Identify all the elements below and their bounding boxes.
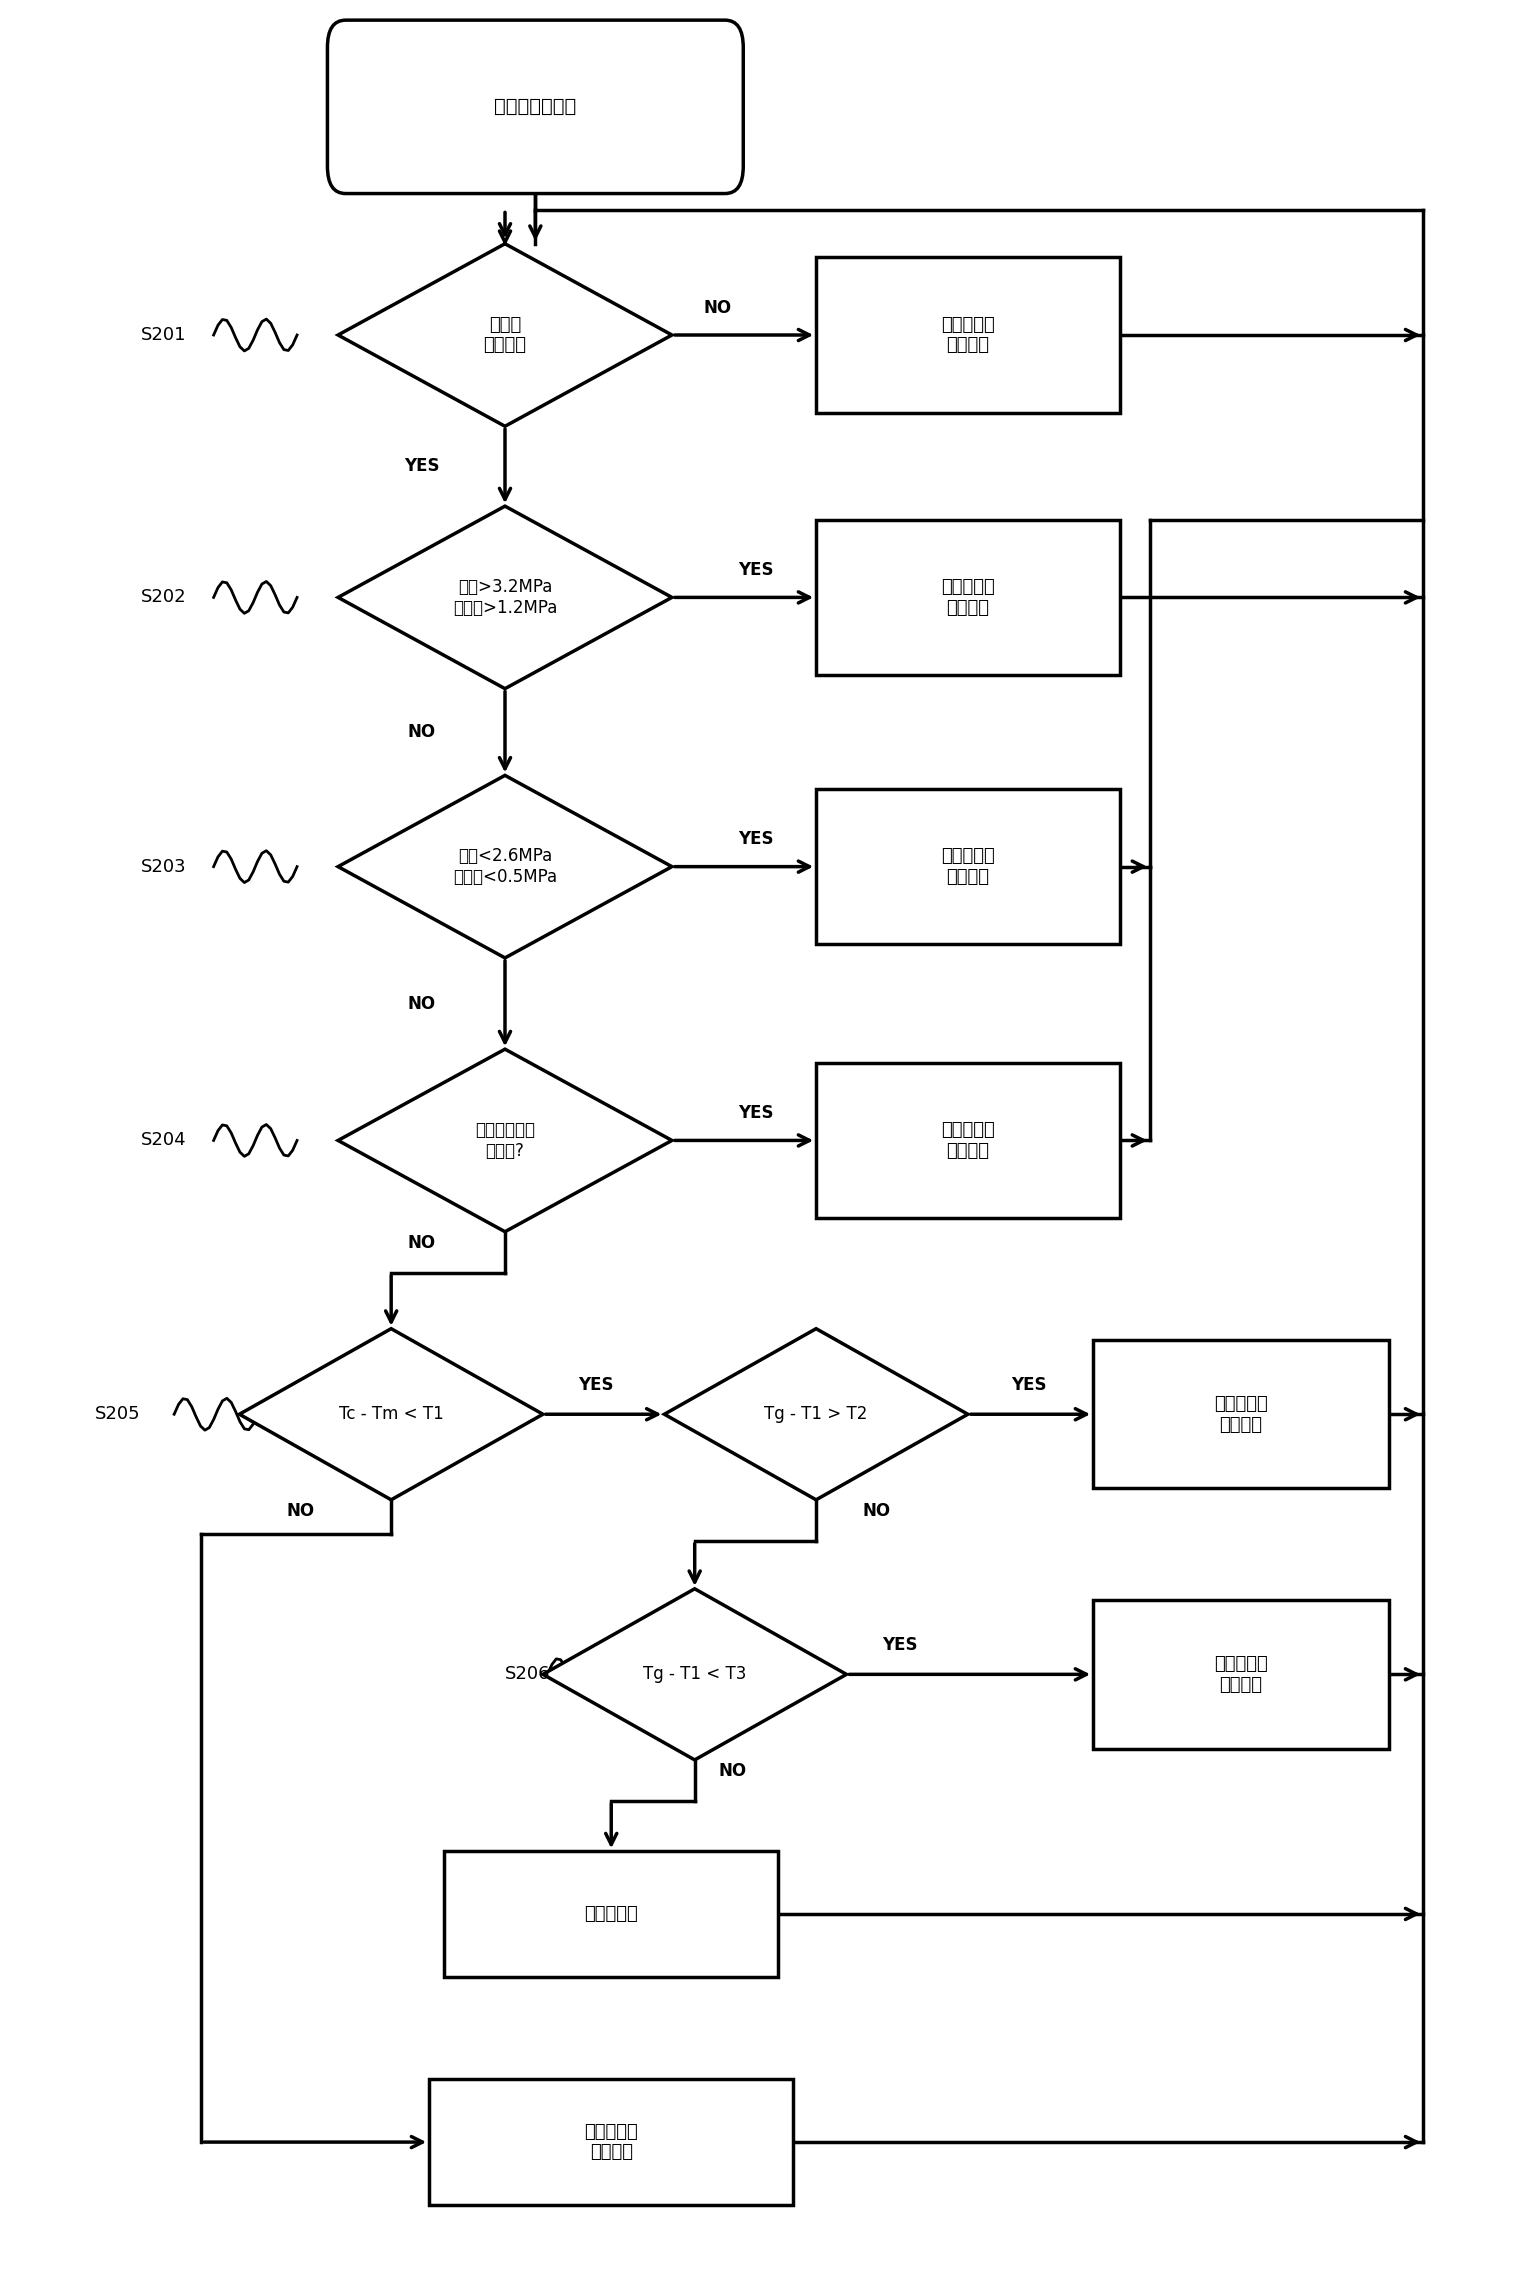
Text: YES: YES — [882, 1635, 917, 1653]
Text: 膨胀阀进行
关阀操作: 膨胀阀进行 关阀操作 — [942, 577, 995, 616]
Text: 压缩机排气温
度过高?: 压缩机排气温 度过高? — [475, 1122, 536, 1159]
Text: 膨胀阀进行
开阀操作: 膨胀阀进行 开阀操作 — [942, 847, 995, 886]
Text: S204: S204 — [140, 1131, 186, 1150]
Text: S202: S202 — [140, 589, 186, 607]
Text: NO: NO — [407, 724, 435, 742]
Polygon shape — [339, 1049, 671, 1232]
Text: 膨胀阀进行
开阀操作: 膨胀阀进行 开阀操作 — [1215, 1395, 1268, 1434]
Text: YES: YES — [1010, 1376, 1047, 1395]
Polygon shape — [339, 506, 671, 689]
Text: 膨胀阀进行
开阀操作: 膨胀阀进行 开阀操作 — [584, 2123, 638, 2162]
FancyBboxPatch shape — [1093, 1340, 1389, 1488]
FancyBboxPatch shape — [328, 21, 743, 195]
Text: 室内机制热关机: 室内机制热关机 — [494, 98, 577, 117]
Polygon shape — [240, 1328, 543, 1500]
Text: YES: YES — [404, 458, 439, 476]
Text: 膨胀阀进行
关阀操作: 膨胀阀进行 关阀操作 — [1215, 1656, 1268, 1695]
Text: Tc - Tm < T1: Tc - Tm < T1 — [339, 1406, 444, 1424]
Text: 高压>3.2MPa
且低压>1.2MPa: 高压>3.2MPa 且低压>1.2MPa — [453, 577, 557, 616]
Text: S205: S205 — [95, 1406, 140, 1424]
Polygon shape — [664, 1328, 967, 1500]
Text: 膨胀阀维持: 膨胀阀维持 — [584, 1905, 638, 1924]
Text: Tg - T1 > T2: Tg - T1 > T2 — [765, 1406, 868, 1424]
Polygon shape — [339, 243, 671, 426]
Text: S206: S206 — [505, 1665, 551, 1683]
Text: 膨胀阀维持
当前开度: 膨胀阀维持 当前开度 — [942, 316, 995, 355]
Text: YES: YES — [737, 1104, 774, 1122]
Text: YES: YES — [737, 831, 774, 847]
Polygon shape — [543, 1589, 847, 1761]
FancyBboxPatch shape — [816, 256, 1120, 412]
Text: NO: NO — [285, 1502, 314, 1521]
FancyBboxPatch shape — [816, 520, 1120, 676]
Text: 高压<2.6MPa
且低压<0.5MPa: 高压<2.6MPa 且低压<0.5MPa — [453, 847, 557, 886]
Text: 膨胀阀进行
开阀操作: 膨胀阀进行 开阀操作 — [942, 1122, 995, 1159]
Text: 室外机
制热开机: 室外机 制热开机 — [484, 316, 526, 355]
Text: NO: NO — [407, 994, 435, 1012]
Text: NO: NO — [407, 1234, 435, 1253]
Text: NO: NO — [703, 298, 731, 316]
Text: S203: S203 — [140, 859, 186, 875]
Text: S201: S201 — [140, 325, 186, 343]
FancyBboxPatch shape — [816, 1063, 1120, 1218]
Text: YES: YES — [578, 1376, 613, 1395]
FancyBboxPatch shape — [816, 790, 1120, 943]
Text: NO: NO — [719, 1763, 746, 1779]
FancyBboxPatch shape — [444, 1850, 778, 1976]
Text: NO: NO — [862, 1502, 891, 1521]
FancyBboxPatch shape — [1093, 1601, 1389, 1750]
Text: YES: YES — [737, 561, 774, 579]
FancyBboxPatch shape — [429, 2079, 794, 2205]
Text: Tg - T1 < T3: Tg - T1 < T3 — [642, 1665, 746, 1683]
Polygon shape — [339, 776, 671, 957]
